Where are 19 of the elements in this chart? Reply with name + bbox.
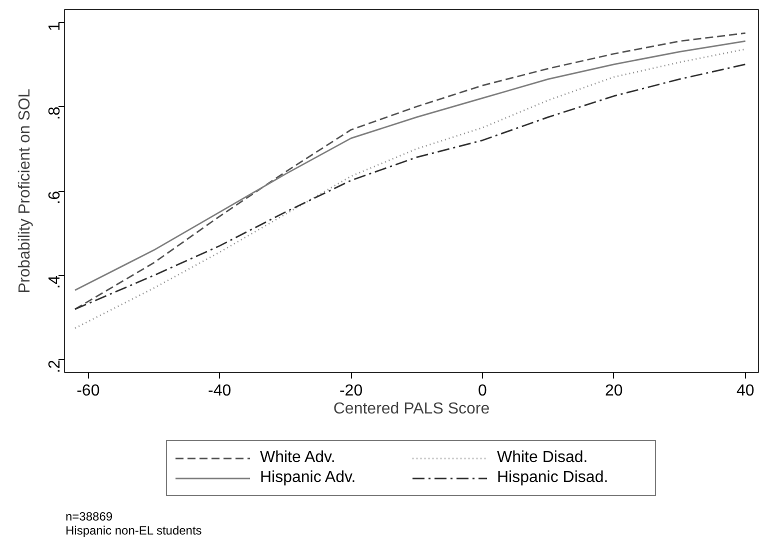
legend-label: White Disad. xyxy=(497,449,589,467)
y-tick-label: .4 xyxy=(46,275,64,289)
y-tick-label: 1 xyxy=(46,22,64,32)
y-tick-label: .8 xyxy=(46,106,64,120)
x-tick-label: -60 xyxy=(76,382,100,400)
text: n=38869 xyxy=(66,510,113,524)
x-tick-label: 40 xyxy=(736,382,754,400)
x-tick-label: 20 xyxy=(605,382,623,400)
y-tick-label: .2 xyxy=(46,360,64,374)
x-tick-label: -40 xyxy=(208,382,232,400)
y-axis-title: Probability Proficient on SOL xyxy=(16,88,34,294)
text: Hispanic non-EL students xyxy=(66,524,202,538)
legend-label: Hispanic Adv. xyxy=(260,469,357,487)
legend-label: White Adv. xyxy=(260,449,336,467)
x-tick-label: 0 xyxy=(478,382,488,400)
y-tick-label: .6 xyxy=(46,190,64,204)
x-axis-title: Centered PALS Score xyxy=(333,400,490,418)
legend-label: Hispanic Disad. xyxy=(497,469,610,487)
x-tick-label: -20 xyxy=(339,382,363,400)
